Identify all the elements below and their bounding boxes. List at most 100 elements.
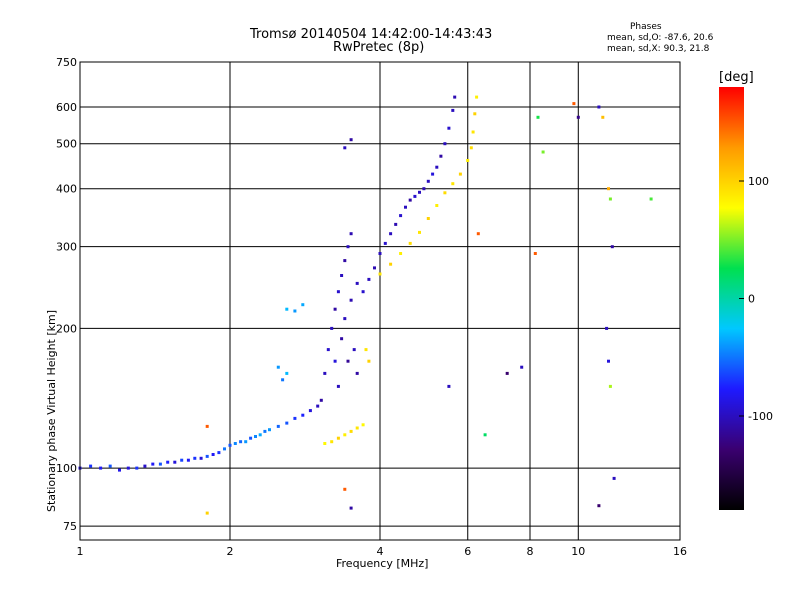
data-point bbox=[572, 102, 576, 106]
data-point bbox=[418, 230, 421, 234]
data-point bbox=[349, 232, 353, 236]
data-point bbox=[336, 384, 340, 388]
data-point bbox=[135, 466, 139, 470]
data-point bbox=[435, 204, 439, 207]
data-point bbox=[223, 447, 226, 451]
data-point bbox=[343, 317, 347, 321]
y-tick-label: 500 bbox=[56, 138, 77, 151]
data-point bbox=[166, 460, 170, 464]
data-point bbox=[612, 476, 616, 480]
data-point bbox=[205, 424, 209, 428]
data-point bbox=[533, 252, 537, 255]
data-point bbox=[239, 440, 243, 444]
colorbar-tick-label: 100 bbox=[748, 175, 769, 188]
data-point bbox=[258, 433, 262, 437]
data-point bbox=[276, 424, 280, 428]
data-point bbox=[352, 348, 356, 352]
data-point bbox=[355, 426, 359, 430]
data-point bbox=[193, 456, 197, 460]
data-point bbox=[268, 428, 271, 432]
data-point bbox=[399, 252, 403, 255]
data-point bbox=[349, 298, 353, 302]
data-point bbox=[404, 205, 407, 209]
data-point bbox=[346, 359, 350, 363]
data-point bbox=[541, 150, 545, 154]
grid bbox=[80, 62, 680, 540]
data-point bbox=[389, 262, 393, 266]
data-point bbox=[301, 413, 305, 417]
colorbar-ticks: 100 0 -100 bbox=[739, 175, 773, 423]
colorbar-tick-label: 0 bbox=[748, 293, 755, 306]
data-point bbox=[118, 468, 121, 472]
data-point bbox=[649, 197, 653, 201]
data-point bbox=[263, 429, 267, 433]
data-point bbox=[520, 365, 524, 369]
data-point bbox=[340, 274, 344, 277]
data-point bbox=[285, 307, 289, 311]
data-point bbox=[346, 245, 350, 249]
data-point bbox=[473, 112, 477, 116]
data-point bbox=[336, 436, 340, 440]
x-tick-label: 6 bbox=[464, 545, 471, 558]
colorbar-tick-label: -100 bbox=[748, 410, 773, 423]
data-point bbox=[326, 348, 330, 352]
data-point bbox=[451, 108, 455, 112]
data-point bbox=[451, 182, 455, 186]
data-point bbox=[151, 462, 155, 466]
data-point bbox=[466, 159, 470, 162]
x-tick-label: 16 bbox=[673, 545, 687, 558]
data-point bbox=[605, 326, 609, 330]
phases-legend-x: mean, sd,X: 90.3, 21.8 bbox=[607, 44, 710, 54]
data-point bbox=[576, 115, 580, 119]
data-point bbox=[426, 179, 430, 183]
data-point bbox=[422, 187, 426, 191]
y-tick-label: 600 bbox=[56, 101, 77, 114]
x-tick-label: 1 bbox=[77, 545, 84, 558]
data-point bbox=[323, 371, 327, 375]
data-point bbox=[336, 290, 340, 294]
data-point bbox=[355, 371, 359, 375]
data-point bbox=[389, 232, 393, 236]
data-point bbox=[607, 359, 610, 363]
data-point bbox=[343, 433, 347, 437]
data-point bbox=[233, 442, 237, 445]
data-point bbox=[254, 435, 257, 438]
data-point bbox=[536, 115, 540, 119]
data-point bbox=[399, 214, 403, 218]
data-point bbox=[373, 266, 376, 270]
data-point bbox=[608, 384, 612, 388]
x-tick-label: 2 bbox=[227, 545, 234, 558]
data-point bbox=[285, 421, 289, 425]
plot-frame bbox=[79, 61, 681, 541]
y-tick-label: 75 bbox=[63, 520, 77, 533]
data-point bbox=[349, 138, 353, 142]
data-point bbox=[186, 458, 190, 462]
data-point bbox=[607, 187, 610, 191]
data-point bbox=[228, 443, 232, 447]
data-point bbox=[285, 371, 289, 375]
data-point bbox=[435, 165, 439, 169]
x-tick-label: 4 bbox=[377, 545, 384, 558]
data-points bbox=[78, 95, 653, 515]
x-tick-label: 10 bbox=[571, 545, 585, 558]
data-point bbox=[316, 404, 320, 408]
data-point bbox=[383, 241, 387, 245]
data-point bbox=[349, 506, 353, 510]
data-point bbox=[447, 126, 451, 130]
data-point bbox=[443, 191, 447, 195]
data-point bbox=[408, 198, 412, 202]
colorbar-label: [deg] bbox=[719, 70, 754, 85]
data-point bbox=[205, 454, 209, 458]
x-axis-label: Frequency [MHz] bbox=[336, 557, 429, 570]
data-point bbox=[211, 453, 215, 456]
data-point bbox=[505, 371, 509, 375]
data-point bbox=[89, 464, 93, 468]
chart-subtitle: RwPretec (8p) bbox=[333, 40, 425, 55]
data-point bbox=[349, 429, 353, 433]
data-point bbox=[418, 190, 421, 194]
y-tick-label: 200 bbox=[56, 322, 77, 335]
data-point bbox=[319, 398, 323, 402]
data-point bbox=[330, 440, 334, 444]
data-point bbox=[431, 172, 435, 176]
data-point bbox=[364, 348, 368, 352]
